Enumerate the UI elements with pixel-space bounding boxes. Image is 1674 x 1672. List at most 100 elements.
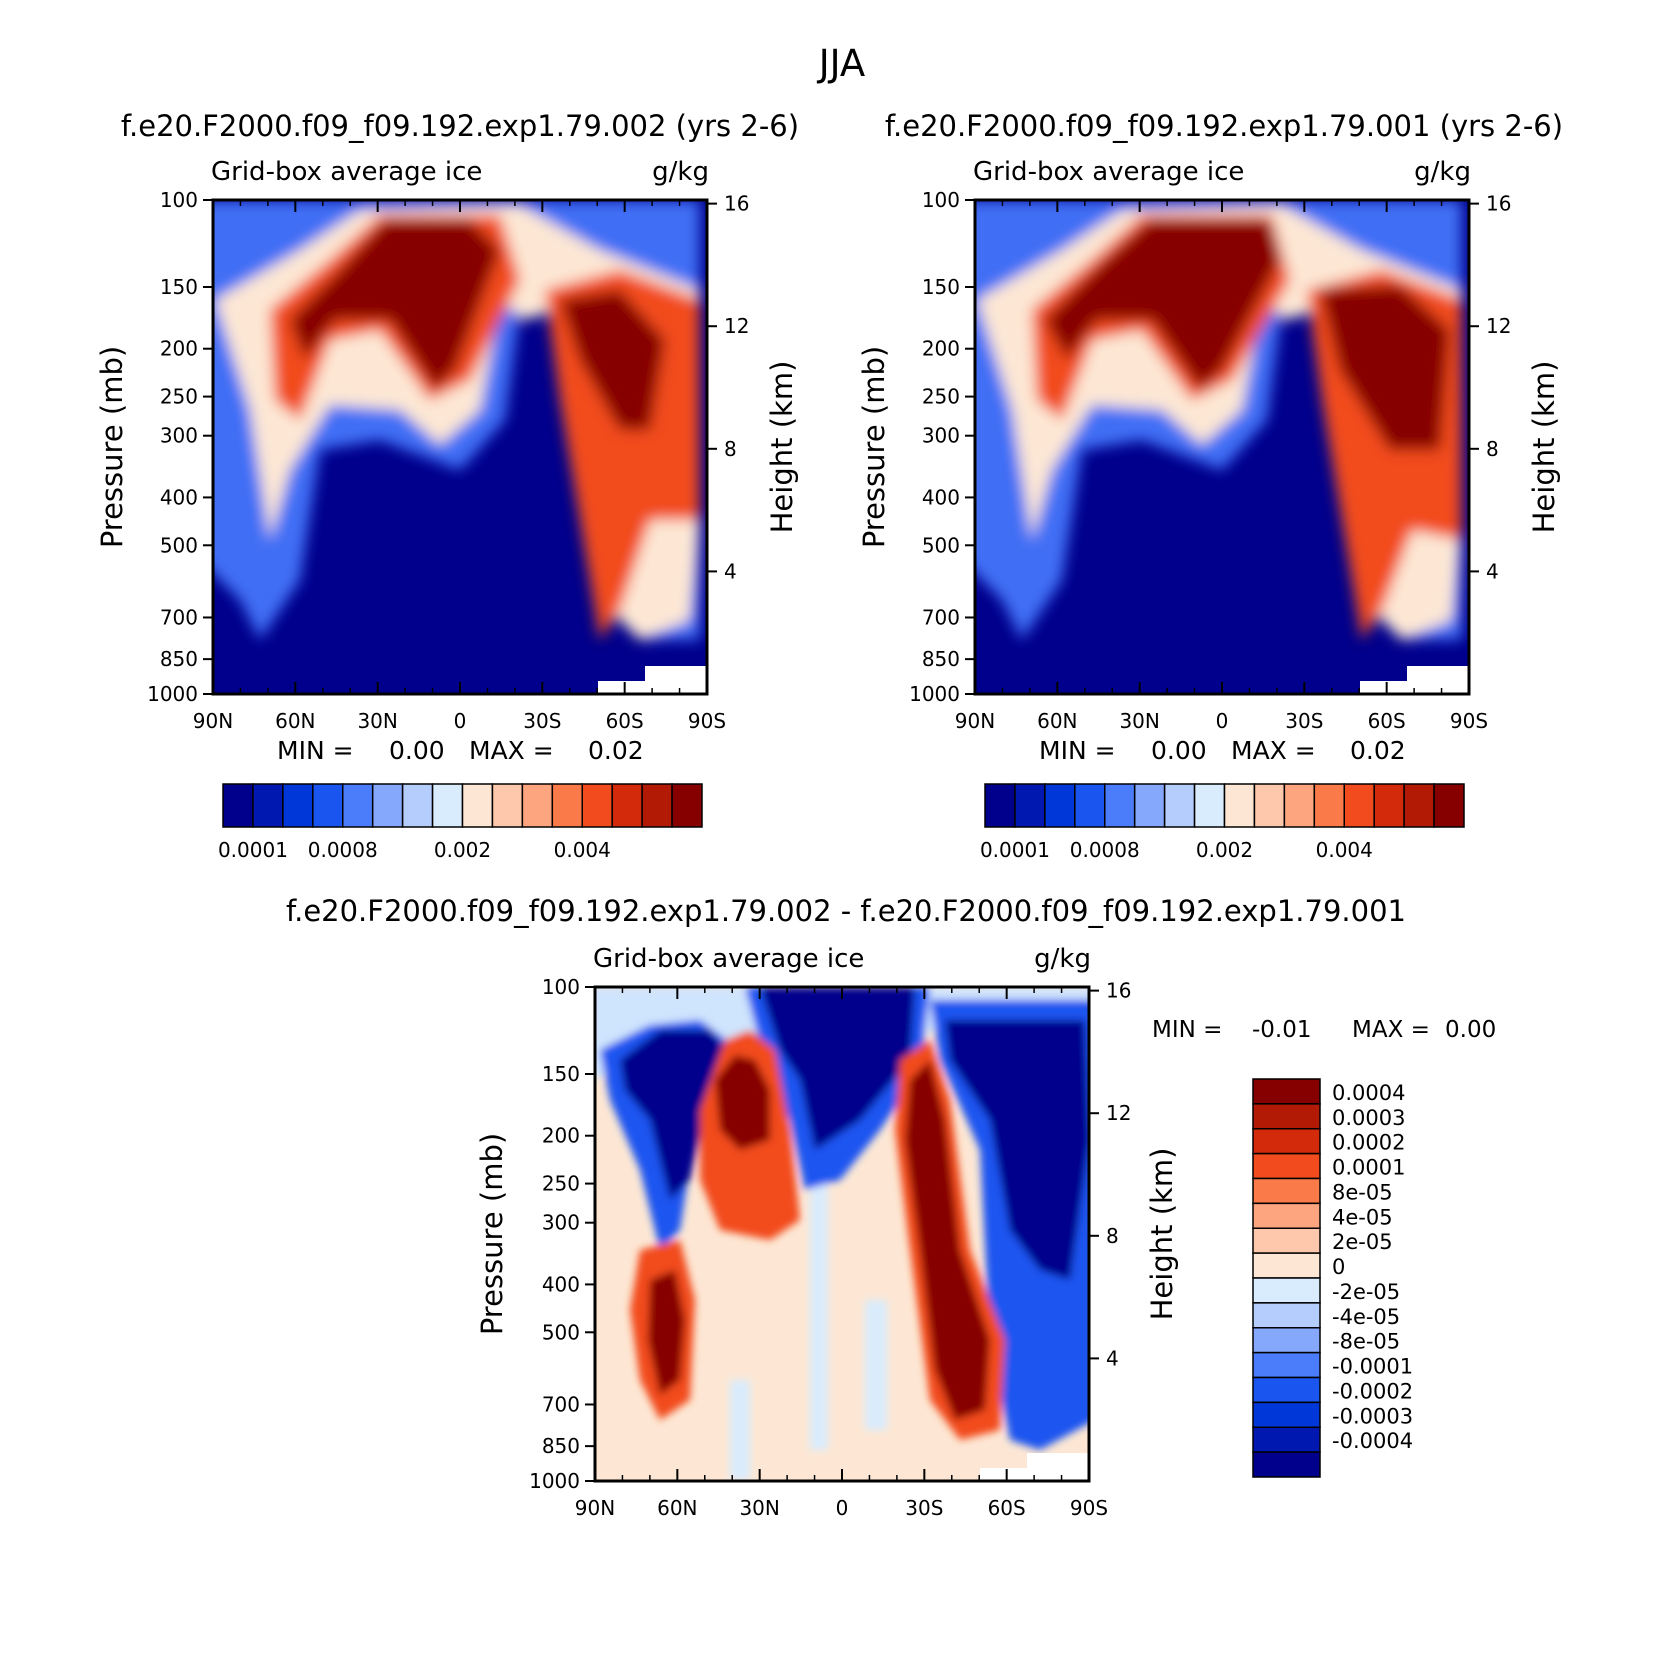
panel-title: f.e20.F2000.f09_f09.192.exp1.79.001 (yrs…: [885, 109, 1563, 143]
units-label: g/kg: [652, 157, 709, 187]
panel-diff: f.e20.F2000.f09_f09.192.exp1.79.002 - f.…: [286, 894, 1496, 1520]
colorbar-cell: [1252, 1401, 1321, 1428]
max-label: MAX =: [1231, 736, 1316, 765]
x-tick-label: 0: [1216, 709, 1229, 733]
colorbar-cell: [1403, 783, 1435, 828]
y-tick-label: 150: [542, 1062, 580, 1086]
y-tick-right-label: 12: [1106, 1101, 1131, 1125]
contour-speckle: [865, 1300, 887, 1430]
colorbar-label: 0.0008: [1070, 838, 1140, 862]
colorbar-cell: [312, 783, 344, 828]
max-value: 0.00: [1445, 1017, 1496, 1043]
colorbar-label: -4e-05: [1332, 1305, 1400, 1329]
colorbar-cell: [1252, 1152, 1321, 1180]
colorbar-label: 2e-05: [1332, 1230, 1393, 1254]
y-tick-label: 400: [160, 485, 198, 509]
contour-pos-south-core: [905, 1060, 990, 1420]
y-tick-right-label: 4: [1486, 559, 1499, 583]
contour-field: [595, 987, 1089, 1481]
max-label: MAX =: [469, 736, 554, 765]
contour-core-south: [560, 290, 665, 430]
x-tick-label: 60N: [1037, 709, 1077, 733]
ylabel-right: Height (km): [1145, 1148, 1179, 1321]
y-tick-label: 250: [542, 1172, 580, 1196]
x-tick-label: 60N: [275, 709, 315, 733]
colorbar-label: -0.0002: [1332, 1379, 1413, 1403]
colorbar-cell: [342, 783, 374, 828]
contour-core-north: [290, 220, 500, 390]
x-tick-label: 60S: [988, 1496, 1026, 1520]
colorbar-cell: [1163, 783, 1196, 828]
x-tick-label: 30S: [1285, 709, 1323, 733]
x-tick-label: 30N: [1119, 709, 1159, 733]
min-value: -0.01: [1252, 1017, 1312, 1043]
contour-neg-mid-core: [760, 987, 915, 1150]
min-label: MIN =: [1039, 736, 1116, 765]
colorbar: 0.00040.00030.00020.00018e-054e-052e-050…: [1252, 1078, 1413, 1478]
colorbar-cell: [984, 783, 1016, 828]
y-tick-right-label: 12: [724, 314, 749, 338]
max-label: MAX =: [1352, 1017, 1430, 1043]
panel-exp001: f.e20.F2000.f09_f09.192.exp1.79.001 (yrs…: [857, 109, 1563, 862]
colorbar-cell: [1252, 1177, 1321, 1205]
y-tick-label: 100: [922, 188, 960, 212]
x-tick-label: 90N: [193, 709, 233, 733]
y-tick-label: 1000: [147, 682, 198, 706]
y-tick-label: 200: [160, 337, 198, 361]
colorbar-cell: [521, 783, 554, 828]
figure-title: JJA: [817, 42, 866, 85]
colorbar-label: 0.0001: [980, 838, 1050, 862]
x-tick-label: 30N: [739, 1496, 779, 1520]
ylabel: Pressure (mb): [475, 1133, 509, 1335]
min-value: 0.00: [389, 736, 445, 765]
y-tick-label: 1000: [529, 1469, 580, 1493]
variable-label: Grid-box average ice: [593, 944, 864, 974]
colorbar-label: -0.0003: [1332, 1404, 1413, 1428]
units-label: g/kg: [1034, 944, 1091, 974]
colorbar-cell: [1313, 783, 1345, 828]
y-tick-label: 200: [922, 337, 960, 361]
colorbar-cell: [1104, 783, 1136, 828]
y-tick-label: 1000: [909, 682, 960, 706]
colorbar-cell: [222, 783, 254, 828]
y-tick-label: 400: [922, 485, 960, 509]
ylabel-right: Height (km): [1527, 361, 1561, 534]
x-tick-label: 60S: [1368, 709, 1406, 733]
missing-data-box: [645, 666, 707, 694]
x-tick-label: 60N: [657, 1496, 697, 1520]
colorbar-cell: [1343, 783, 1375, 828]
colorbar-label: 0.004: [1316, 838, 1373, 862]
contour-pos-mid-core: [715, 1055, 770, 1150]
colorbar-cell: [1252, 1426, 1321, 1453]
colorbar-cell: [671, 783, 703, 828]
ylabel-right: Height (km): [765, 361, 799, 534]
contour-field: [213, 200, 707, 694]
colorbar-cell: [1193, 783, 1226, 828]
y-tick-right-label: 8: [1106, 1224, 1119, 1248]
y-tick-label: 100: [160, 188, 198, 212]
y-tick-label: 250: [922, 385, 960, 409]
y-tick-label: 300: [160, 424, 198, 448]
y-tick-label: 400: [542, 1272, 580, 1296]
x-tick-label: 0: [454, 709, 467, 733]
colorbar-cell: [1252, 1451, 1321, 1478]
colorbar-label: -0.0004: [1332, 1429, 1413, 1453]
y-tick-right-label: 8: [724, 437, 737, 461]
colorbar-cell: [1074, 783, 1106, 828]
colorbar-cell: [252, 783, 284, 828]
colorbar-cell: [1252, 1277, 1321, 1304]
max-value: 0.02: [1350, 736, 1406, 765]
colorbar-label: 0.002: [434, 838, 491, 862]
colorbar-cell: [1373, 783, 1405, 828]
x-tick-label: 0: [836, 1496, 849, 1520]
colorbar-cell: [1252, 1128, 1321, 1155]
contour-core-south: [1320, 285, 1450, 450]
x-tick-label: 90S: [1450, 709, 1488, 733]
y-tick-label: 300: [922, 424, 960, 448]
colorbar-label: 0: [1332, 1255, 1345, 1279]
units-label: g/kg: [1414, 157, 1471, 187]
contour-speckle: [810, 1170, 828, 1450]
contour-core-north: [1045, 220, 1280, 390]
colorbar: 0.0001 0.0008 0.002 0.004: [218, 783, 703, 862]
variable-label: Grid-box average ice: [973, 157, 1244, 187]
